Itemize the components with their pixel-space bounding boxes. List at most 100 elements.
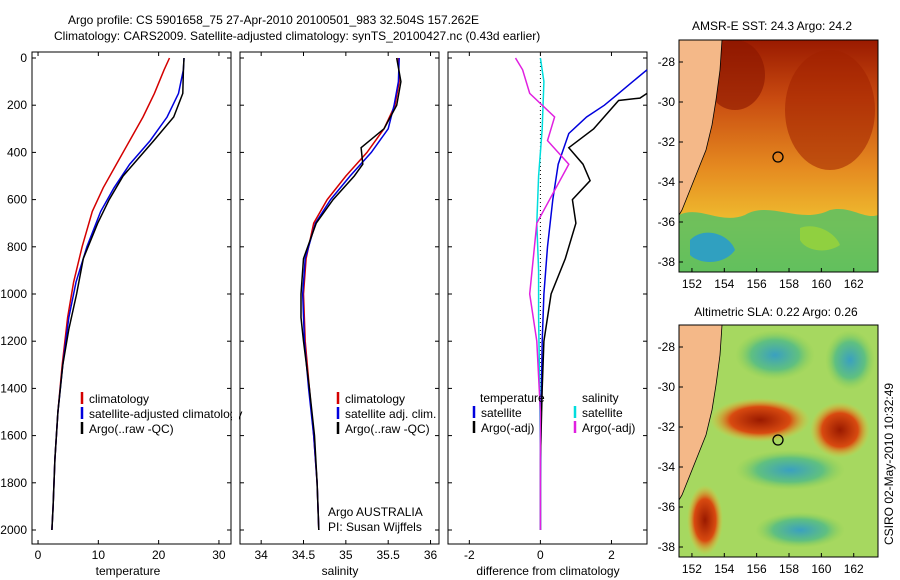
depth-tick-label: 1200 (0, 334, 27, 348)
lon-tick-label: 156 (747, 277, 767, 291)
lat-tick-label: -28 (658, 340, 676, 354)
depth-tick-label: 1000 (0, 287, 27, 301)
depth-tick-label: 600 (7, 193, 27, 207)
salinity-legend: climatology satellite adj. clim. Argo(..… (336, 392, 436, 436)
lat-tick-label: -38 (658, 540, 676, 554)
lon-tick-label: 160 (811, 562, 831, 576)
sla-map-x-ticks: 152 154 156 158 160 162 (682, 553, 864, 576)
depth-tick-label: 2000 (0, 523, 27, 537)
legend-clip-mask (232, 390, 239, 436)
legend-label-sal-argo: Argo(-adj) (582, 421, 635, 435)
legend-label-satellite-adj: satellite adj. clim. (345, 407, 436, 421)
sst-patch (800, 226, 840, 251)
depth-tick-labels: 0 200 400 600 800 1000 1200 1400 1600 1800 2000 (0, 51, 647, 537)
depth-tick-label: 1600 (0, 429, 27, 443)
difference-legend: temperature satellite Argo(-adj) salinit… (472, 391, 635, 435)
lon-tick-label: 158 (779, 562, 799, 576)
temperature-x-ticks: 0 10 20 30 (35, 52, 226, 562)
salinity-x-label: salinity (322, 564, 359, 578)
lat-tick-label: -32 (658, 420, 676, 434)
legend-label-temp-argo: Argo(-adj) (481, 421, 534, 435)
depth-tick-label: 800 (7, 240, 27, 254)
argo-position-marker (772, 151, 784, 163)
series-line-0 (51, 57, 171, 531)
depth-tick-label: 400 (7, 145, 27, 159)
sst-cool-eddy (690, 232, 735, 262)
sst-land-australia (678, 39, 723, 217)
lat-tick-label: -34 (658, 175, 676, 189)
series-line-3 (514, 57, 570, 530)
depth-tick-label: 1400 (0, 381, 27, 395)
depth-tick-label: 1800 (0, 476, 27, 490)
legend-label-climatology: climatology (345, 392, 405, 406)
x-tick-label: 34.5 (292, 548, 316, 562)
sla-high-sw (687, 485, 723, 555)
sla-land-australia (678, 324, 723, 502)
lon-tick-label: 160 (811, 277, 831, 291)
sla-map-y-ticks: -28 -30 -32 -34 -36 -38 (658, 340, 683, 554)
x-tick-label: 35 (339, 548, 353, 562)
temperature-legend: climatology satellite-adjusted climatolo… (80, 392, 242, 436)
header-title-line2: Climatology: CARS2009. Satellite-adjuste… (54, 29, 540, 43)
sst-map-frame (678, 39, 879, 273)
sla-low-ne (825, 330, 875, 390)
lon-tick-label: 162 (844, 277, 864, 291)
series-line-1 (539, 92, 648, 530)
lon-tick-label: 156 (747, 562, 767, 576)
temperature-x-label: temperature (96, 564, 161, 578)
sla-low-north (735, 330, 815, 380)
csiro-timestamp: CSIRO 02-May-2010 10:32:49 (882, 383, 896, 545)
temperature-series (51, 57, 185, 531)
x-tick-label: 0 (35, 548, 42, 562)
argo-australia-note: Argo AUSTRALIA (328, 505, 423, 519)
lat-tick-label: -36 (658, 215, 676, 229)
sla-high-east (810, 402, 870, 458)
x-tick-label: -2 (464, 548, 475, 562)
legend-label-sal-satellite: satellite (582, 406, 623, 420)
series-line-0 (539, 69, 648, 530)
lon-tick-label: 152 (682, 277, 702, 291)
legend-label-climatology: climatology (89, 392, 149, 406)
sla-low-south (755, 512, 845, 548)
lon-tick-label: 154 (714, 277, 734, 291)
legend-temp-heading: temperature (480, 391, 545, 405)
salinity-panel-frame (239, 51, 440, 545)
lat-tick-label: -36 (658, 500, 676, 514)
lon-tick-label: 152 (682, 562, 702, 576)
legend-label-argo: Argo(..raw -QC) (345, 422, 430, 436)
depth-tick-label: 200 (7, 98, 27, 112)
legend-label-temp-satellite: satellite (481, 406, 522, 420)
x-tick-label: 10 (92, 548, 106, 562)
sla-map-title: Altimetric SLA: 0.22 Argo: 0.26 (694, 305, 858, 319)
x-tick-label: 20 (152, 548, 166, 562)
sla-map (678, 324, 879, 558)
x-tick-label: 30 (212, 548, 226, 562)
sla-map-frame (678, 324, 879, 558)
lon-tick-label: 158 (779, 277, 799, 291)
sst-map-x-ticks: 152 154 156 158 160 162 (682, 268, 864, 291)
argo-position-marker (772, 434, 784, 446)
difference-x-label: difference from climatology (476, 564, 619, 578)
x-tick-label: 35.5 (377, 548, 401, 562)
sst-map (678, 39, 879, 273)
difference-series (514, 57, 648, 530)
legend-sal-heading: salinity (582, 391, 619, 405)
series-line-2 (300, 57, 402, 531)
x-tick-label: 2 (608, 548, 615, 562)
lat-tick-label: -38 (658, 255, 676, 269)
sla-low-band (735, 450, 845, 490)
lon-tick-label: 154 (714, 562, 734, 576)
lat-tick-label: -28 (658, 55, 676, 69)
header-title-line1: Argo profile: CS 5901658_75 27-Apr-2010 … (68, 13, 479, 27)
sst-map-title: AMSR-E SST: 24.3 Argo: 24.2 (692, 19, 852, 33)
difference-panel-frame (447, 51, 648, 545)
lat-tick-label: -30 (658, 380, 676, 394)
difference-x-ticks: -2 0 2 (464, 52, 615, 562)
x-tick-label: 0 (537, 548, 544, 562)
pi-note: PI: Susan Wijffels (328, 520, 422, 534)
legend-label-argo: Argo(..raw -QC) (89, 422, 174, 436)
series-line-2 (51, 57, 185, 531)
x-tick-label: 36 (424, 548, 438, 562)
lat-tick-label: -30 (658, 95, 676, 109)
